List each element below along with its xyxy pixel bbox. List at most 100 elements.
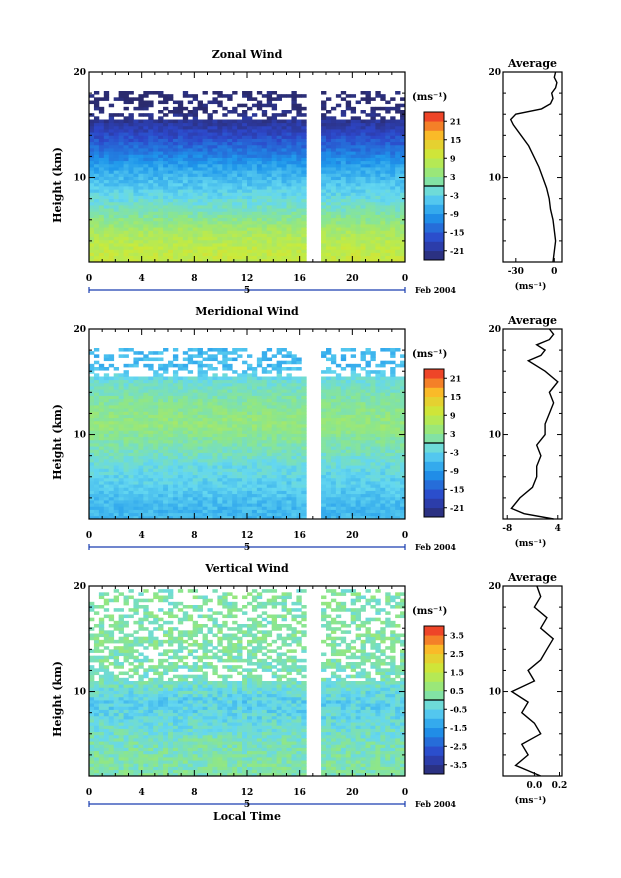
heatmap-cell — [351, 148, 356, 152]
heatmap-cell — [188, 94, 193, 98]
heatmap-cell — [242, 173, 247, 177]
heatmap-cell — [356, 180, 361, 184]
heatmap-cell — [148, 427, 153, 431]
heatmap-cell — [252, 434, 257, 438]
heatmap-cell — [380, 107, 385, 111]
heatmap-cell — [129, 446, 134, 450]
heatmap-cell — [390, 145, 395, 149]
heatmap-cell — [272, 468, 277, 472]
heatmap-cell — [168, 132, 173, 136]
heatmap-cell — [203, 139, 208, 143]
heatmap-cell — [267, 481, 272, 485]
heatmap-cell — [138, 434, 143, 438]
heatmap-cell — [94, 475, 99, 479]
heatmap-cell — [326, 161, 331, 165]
heatmap-cell — [222, 443, 227, 447]
heatmap-cell — [242, 215, 247, 219]
heatmap-cell — [366, 237, 371, 241]
heatmap-cell — [277, 506, 282, 510]
heatmap-cell — [291, 151, 296, 155]
heatmap-cell — [390, 142, 395, 146]
heatmap-cell — [262, 205, 267, 209]
heatmap-cell — [109, 484, 114, 488]
heatmap-cell — [380, 440, 385, 444]
heatmap-cell — [109, 202, 114, 206]
heatmap-cell — [173, 487, 178, 491]
heatmap-cell — [227, 186, 232, 190]
heatmap-cell — [232, 468, 237, 472]
heatmap-cell — [227, 491, 232, 495]
heatmap-cell — [232, 224, 237, 228]
heatmap-cell — [208, 221, 213, 225]
heatmap-cell — [148, 151, 153, 155]
heatmap-cell — [173, 240, 178, 244]
heatmap-cell — [242, 249, 247, 253]
heatmap-cell — [193, 148, 198, 152]
heatmap-cell — [222, 142, 227, 146]
heatmap-cell — [193, 453, 198, 457]
heatmap-cell — [301, 246, 306, 250]
heatmap-cell — [321, 170, 326, 174]
heatmap-cell — [163, 240, 168, 244]
heatmap-cell — [242, 205, 247, 209]
heatmap-cell — [208, 456, 213, 460]
heatmap-cell — [331, 215, 336, 219]
heatmap-cell — [326, 139, 331, 143]
heatmap-cell — [331, 208, 336, 212]
heatmap-cell — [331, 478, 336, 482]
heatmap-cell — [232, 142, 237, 146]
heatmap-cell — [277, 158, 282, 162]
heatmap-cell — [237, 491, 242, 495]
heatmap-cell — [267, 234, 272, 238]
heatmap-cell — [380, 503, 385, 507]
heatmap-cell — [163, 173, 168, 177]
heatmap-cell — [390, 205, 395, 209]
heatmap-cell — [104, 145, 109, 149]
heatmap-cell — [336, 192, 341, 196]
heatmap-cell — [287, 500, 292, 504]
heatmap-cell — [124, 196, 129, 200]
heatmap-cell — [114, 249, 119, 253]
heatmap-cell — [301, 434, 306, 438]
heatmap-cell — [370, 211, 375, 215]
heatmap-cell — [138, 180, 143, 184]
heatmap-cell — [395, 189, 400, 193]
heatmap-cell — [183, 506, 188, 510]
heatmap-cell — [351, 462, 356, 466]
heatmap-cell — [222, 132, 227, 136]
heatmap-cell — [321, 129, 326, 133]
heatmap-cell — [153, 186, 158, 190]
heatmap-cell — [385, 148, 390, 152]
heatmap-cell — [247, 513, 252, 517]
heatmap-cell — [356, 424, 361, 428]
heatmap-cell — [361, 437, 366, 441]
heatmap-cell — [237, 161, 242, 165]
heatmap-cell — [129, 246, 134, 250]
heatmap-cell — [114, 440, 119, 444]
heatmap-cell — [188, 183, 193, 187]
heatmap-cell — [291, 481, 296, 485]
heatmap-cell — [129, 497, 134, 501]
heatmap-cell — [247, 475, 252, 479]
heatmap-cell — [351, 440, 356, 444]
heatmap-cell — [188, 170, 193, 174]
heatmap-cell — [212, 453, 217, 457]
heatmap-cell — [370, 243, 375, 247]
heatmap-cell — [336, 180, 341, 184]
heatmap-cell — [109, 237, 114, 241]
heatmap-cell — [282, 205, 287, 209]
heatmap-cell — [217, 215, 222, 219]
heatmap-cell — [356, 164, 361, 168]
heatmap-cell — [351, 484, 356, 488]
heatmap-cell — [301, 256, 306, 260]
heatmap-cell — [390, 196, 395, 200]
heatmap-cell — [158, 148, 163, 152]
heatmap-cell — [104, 472, 109, 476]
heatmap-cell — [277, 468, 282, 472]
heatmap-cell — [366, 503, 371, 507]
heatmap-cell — [227, 453, 232, 457]
heatmap-cell — [129, 443, 134, 447]
heatmap-cell — [356, 177, 361, 181]
heatmap-cell — [143, 192, 148, 196]
heatmap-cell — [385, 199, 390, 203]
